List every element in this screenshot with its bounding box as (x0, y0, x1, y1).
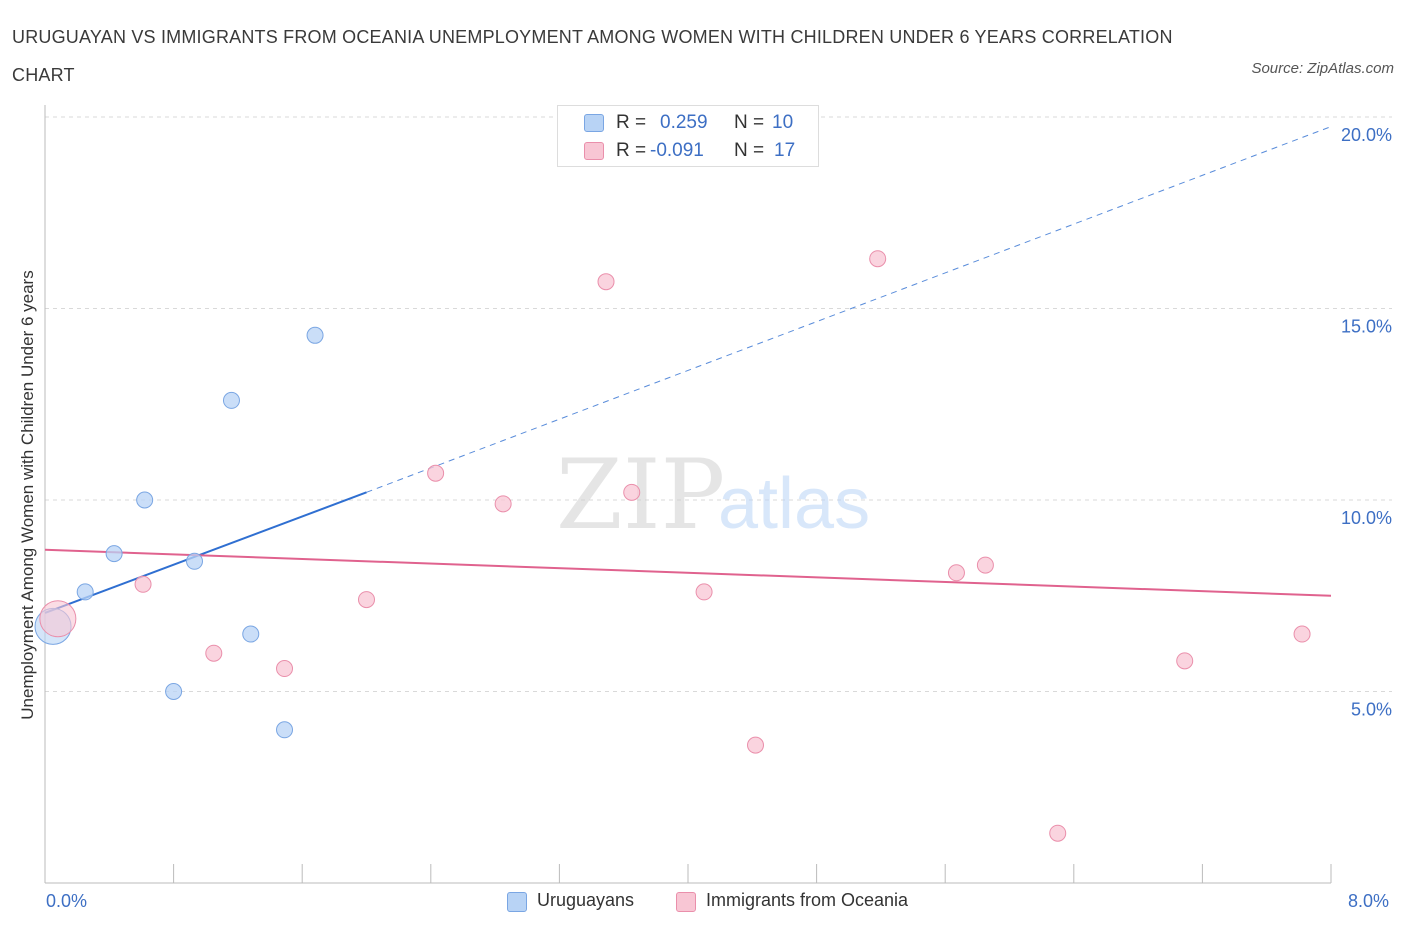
trend-line-uruguayans-extension (366, 126, 1332, 493)
legend-n-label: N = (734, 140, 765, 161)
bottom-legend-swatch-uruguayans (507, 892, 527, 912)
point-uruguayans (185, 552, 203, 570)
point-oceania (947, 564, 965, 582)
bottom-legend-swatch-oceania (676, 892, 696, 912)
watermark: ZIP atlas (556, 439, 870, 551)
watermark-atlas: atlas (718, 464, 870, 544)
point-oceania (747, 736, 765, 754)
point-uruguayans (105, 545, 123, 563)
chart-title: URUGUAYAN VS IMMIGRANTS FROM OCEANIA UNE… (12, 27, 1173, 85)
point-oceania (358, 591, 375, 609)
point-oceania (623, 483, 641, 501)
trend-line-oceania (44, 548, 1332, 597)
y-tick-label: 10.0% (1341, 508, 1392, 528)
x-tick-label-min: 0.0% (46, 891, 88, 911)
correlation-legend: R = 0.259 N = 10 R = -0.091 N = 17 (557, 105, 819, 167)
y-tick-label: 20.0% (1341, 125, 1392, 145)
point-oceania (976, 556, 994, 574)
point-oceania (494, 495, 512, 513)
watermark-zip: ZIP (556, 439, 725, 551)
point-oceania (1293, 625, 1311, 643)
y-tick-label: 15.0% (1341, 317, 1392, 337)
source-credit: Source: ZipAtlas.com (1251, 60, 1394, 77)
y-tick-labels: 5.0% 10.0% 15.0% 20.0% (1341, 125, 1392, 720)
point-oceania (1176, 652, 1194, 670)
legend-n-label: N = (734, 112, 765, 133)
trend-line-uruguayans (44, 491, 367, 614)
legend-r-label: R = (616, 140, 647, 161)
point-oceania (205, 644, 223, 662)
point-uruguayans (76, 583, 94, 601)
legend-r-value-oceania: -0.091 (650, 140, 704, 161)
point-uruguayans (276, 721, 294, 739)
x-tick-label-max: 8.0% (1348, 891, 1390, 911)
legend-swatch-oceania (584, 142, 604, 160)
point-uruguayans (165, 683, 183, 700)
y-axis-label: Unemployment Among Women with Children U… (18, 270, 37, 720)
point-oceania (427, 464, 445, 482)
point-uruguayans (222, 391, 240, 409)
point-oceania (134, 575, 152, 593)
legend-swatch-uruguayans (584, 114, 604, 132)
point-oceania (597, 273, 615, 291)
point-oceania (39, 600, 77, 638)
grid-lines (45, 116, 1392, 692)
point-oceania (276, 660, 294, 678)
data-points (34, 250, 1311, 842)
trend-lines (44, 126, 1332, 614)
legend-n-value-oceania: 17 (774, 140, 796, 161)
point-oceania (695, 583, 713, 601)
bottom-legend-label-oceania: Immigrants from Oceania (706, 890, 909, 910)
point-uruguayans (306, 326, 324, 344)
point-uruguayans (242, 625, 260, 643)
legend-r-label: R = (616, 112, 647, 133)
legend-r-value-uruguayans: 0.259 (660, 112, 708, 133)
point-oceania (869, 250, 887, 268)
point-uruguayans (136, 491, 154, 509)
bottom-legend-label-uruguayans: Uruguayans (537, 890, 635, 910)
y-tick-label: 5.0% (1351, 700, 1392, 720)
x-ticks (44, 864, 1332, 883)
legend-n-value-uruguayans: 10 (772, 112, 794, 133)
point-oceania (1049, 824, 1067, 842)
